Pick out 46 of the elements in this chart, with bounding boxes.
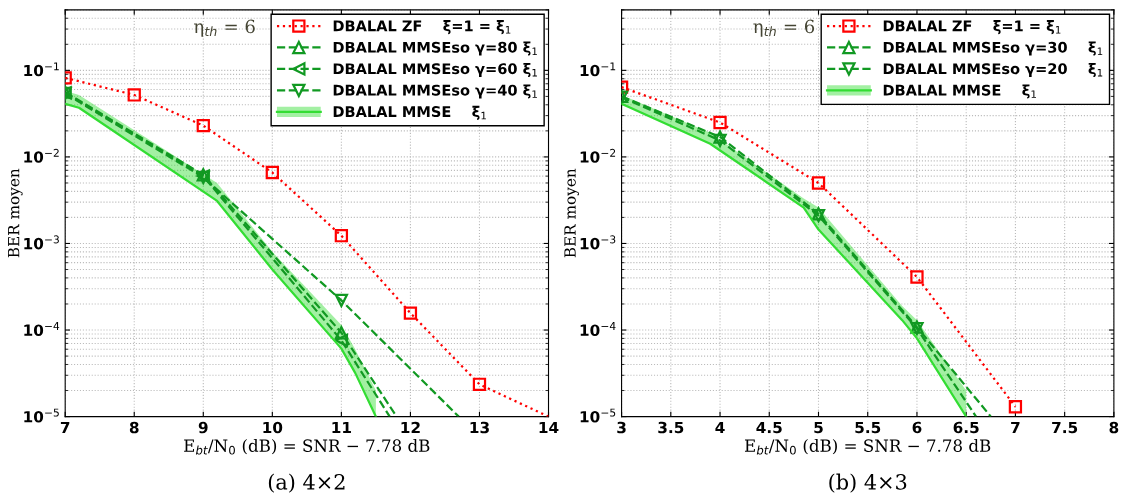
y-tick-label: 10$^{−2}$ — [24, 148, 59, 163]
y-tick-label: 10$^{−1}$ — [580, 62, 616, 77]
y-tick-label: 10$^{−4}$ — [24, 322, 60, 336]
x-tick-label: 7.5 — [1052, 421, 1078, 434]
legend-label: DBALAL MMSE ξ$_{1}$ — [333, 105, 486, 120]
y-tick-label: 10$^{−5}$ — [580, 408, 616, 423]
annotation: η$_{th}$ = 6 — [753, 19, 815, 37]
x-tick-label: 4.5 — [756, 421, 782, 434]
legend-label: DBALAL ZF ξ=1 = ξ$_{1}$ — [333, 20, 511, 35]
x-tick-label: 10 — [263, 421, 283, 434]
legend-label: DBALAL MMSEso γ=80 ξ$_{1}$ — [333, 41, 537, 56]
y-tick-label: 10$^{−3}$ — [580, 235, 616, 250]
x-tick-label: 6.5 — [953, 421, 979, 434]
x-tick-label: 3.5 — [658, 421, 684, 434]
x-axis-title: E$_{bt}$/N$_{0}$ (dB) = SNR − 7.78 dB — [744, 439, 991, 455]
x-tick-label: 13 — [470, 421, 489, 434]
y-tick-label: 10$^{−1}$ — [24, 62, 59, 77]
x-tick-label: 7 — [60, 421, 70, 434]
legend-label: DBALAL MMSEso γ=30 ξ$_{1}$ — [883, 41, 1103, 56]
x-axis-title: E$_{bt}$/N$_{0}$ (dB) = SNR − 7.78 dB — [184, 439, 430, 455]
x-tick-label: 7 — [1011, 421, 1020, 434]
y-axis-title: BER moyen — [8, 168, 23, 258]
x-tick-label: 8 — [1109, 421, 1119, 434]
x-tick-label: 4 — [715, 421, 725, 434]
y-tick-label: 10$^{−5}$ — [24, 408, 59, 423]
x-tick-label: 11 — [332, 421, 351, 434]
legend-label: DBALAL MMSEso γ=20 ξ$_{1}$ — [883, 62, 1103, 78]
legend-label: DBALAL MMSEso γ=40 ξ$_{1}$ — [333, 84, 537, 99]
x-tick-label: 3 — [617, 421, 626, 434]
x-tick-label: 6 — [912, 421, 922, 434]
y-tick-label: 10$^{−4}$ — [580, 322, 616, 336]
legend-label: DBALAL MMSE ξ$_{1}$ — [883, 84, 1037, 99]
x-tick-label: 12 — [401, 421, 420, 434]
annotation: η$_{th}$ = 6 — [194, 19, 255, 37]
legend-label: DBALAL MMSEso γ=60 ξ$_{1}$ — [333, 62, 537, 78]
text: (a) 4×2 — [268, 473, 345, 493]
x-tick-label: 5 — [814, 421, 823, 434]
y-axis-title: BER moyen — [564, 168, 579, 258]
x-tick-label: 8 — [129, 421, 139, 434]
legend-label: DBALAL ZF ξ=1 = ξ$_{1}$ — [883, 20, 1061, 35]
x-tick-label: 14 — [539, 421, 559, 434]
y-tick-label: 10$^{−3}$ — [24, 235, 59, 250]
y-tick-label: 10$^{−2}$ — [580, 148, 616, 163]
text: (b) 4×3 — [829, 473, 907, 493]
x-tick-label: 9 — [198, 421, 208, 434]
x-tick-label: 5.5 — [855, 421, 881, 434]
